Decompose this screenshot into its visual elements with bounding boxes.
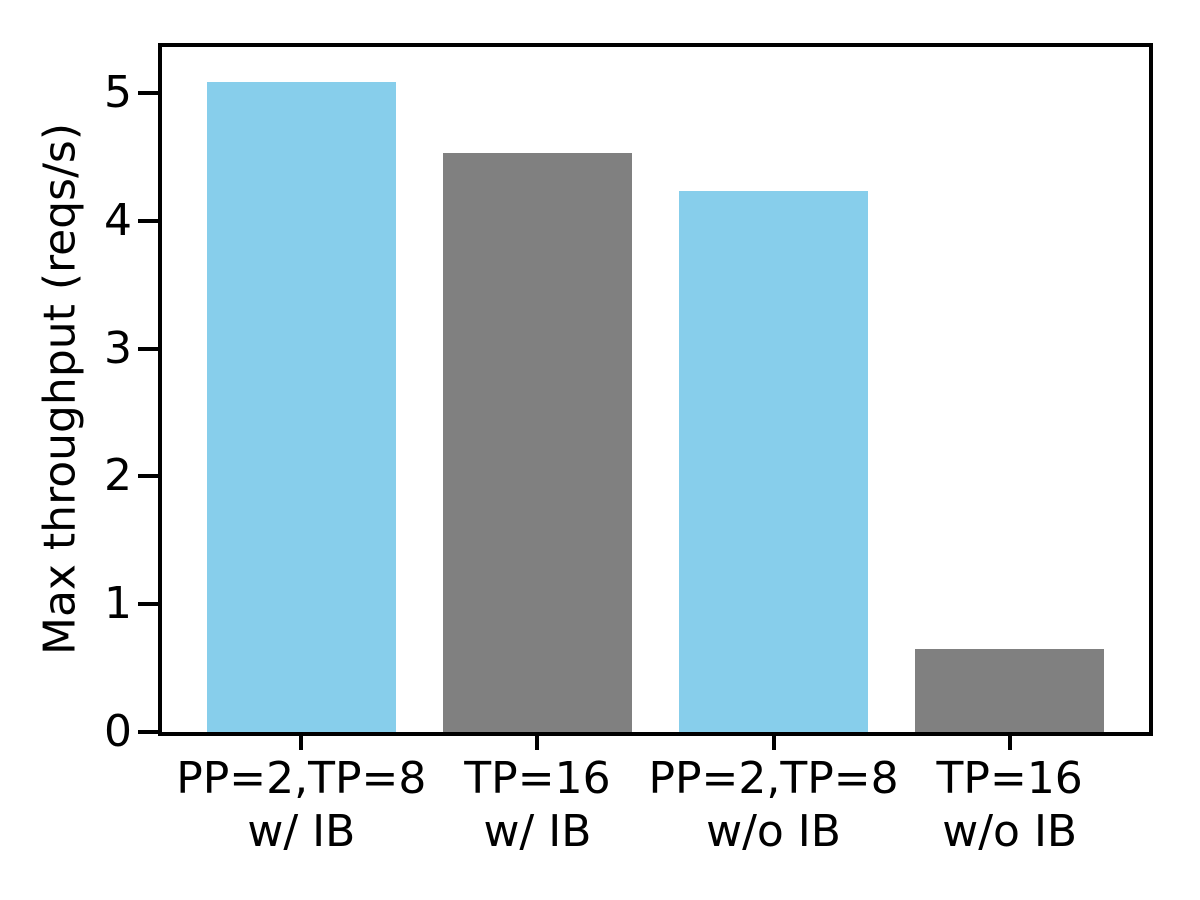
- x-tick-label: PP=2,TP=8 w/ IB: [176, 753, 427, 857]
- plot-area: 0 1 2 3 4 5 PP=2,TP=8 w/ IB TP=16 w/ IB PP=2,TP…: [104, 43, 1153, 857]
- x-tick-mark: [1007, 736, 1012, 750]
- y-tick-mark: [138, 602, 158, 607]
- y-tick-label: 4: [104, 194, 132, 246]
- y-tick-mark: [138, 730, 158, 734]
- x-tick-label: PP=2,TP=8 w/o IB: [648, 753, 899, 857]
- x-tick-mark: [299, 736, 304, 750]
- bar: [442, 153, 632, 732]
- x-tick-mark: [535, 736, 540, 750]
- y-axis-label: Max throughput (reqs/s): [34, 122, 86, 656]
- y-tick-mark: [138, 474, 158, 479]
- x-tick-mark: [771, 736, 776, 750]
- y-tick-label: 0: [104, 706, 132, 757]
- bar: [679, 191, 868, 732]
- y-tick-mark: [138, 218, 158, 223]
- y-tick-label: 2: [104, 450, 132, 502]
- y-tick-label: 3: [104, 322, 132, 374]
- y-tick-mark: [138, 91, 158, 95]
- y-tick-label: 1: [104, 578, 132, 630]
- y-tick-label: 5: [104, 67, 132, 118]
- x-tick-label: TP=16 w/ IB: [464, 753, 611, 857]
- bar: [206, 81, 396, 732]
- x-tick-label: TP=16 w/o IB: [936, 753, 1083, 857]
- bar: [915, 648, 1105, 732]
- y-tick-mark: [138, 346, 158, 351]
